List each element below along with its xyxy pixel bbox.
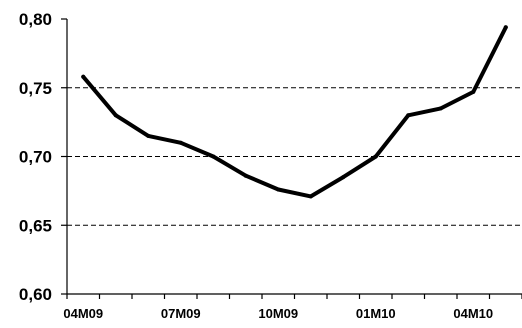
x-tick-label: 10M09 — [258, 306, 298, 321]
y-tick-label: 0,80 — [19, 10, 52, 29]
y-tick-label: 0,60 — [19, 285, 52, 304]
data-point — [243, 173, 248, 178]
data-point — [81, 74, 86, 79]
data-point — [113, 113, 118, 118]
data-point — [503, 25, 508, 30]
data-point — [178, 140, 183, 145]
y-ticks: 0,60 0,65 0,70 0,75 0,80 — [19, 10, 67, 304]
data-point — [146, 133, 151, 138]
data-point — [406, 113, 411, 118]
data-point — [341, 175, 346, 180]
series — [81, 25, 508, 199]
series-line — [81, 25, 508, 199]
data-point — [471, 89, 476, 94]
x-ticks: 04M09 07M09 10M09 01M10 04M10 — [63, 294, 522, 321]
grid-lines — [67, 87, 522, 226]
x-tick-label: 04M09 — [63, 306, 103, 321]
data-point — [438, 106, 443, 111]
x-tick-label: 07M09 — [161, 306, 201, 321]
data-point — [276, 187, 281, 192]
y-tick-label: 0,70 — [19, 148, 52, 167]
data-point — [308, 194, 313, 199]
data-point — [373, 154, 378, 159]
data-point — [211, 154, 216, 159]
x-tick-label: 04M10 — [453, 306, 493, 321]
y-tick-label: 0,65 — [19, 216, 52, 235]
y-tick-label: 0,75 — [19, 79, 52, 98]
x-tick-label: 01M10 — [356, 306, 396, 321]
